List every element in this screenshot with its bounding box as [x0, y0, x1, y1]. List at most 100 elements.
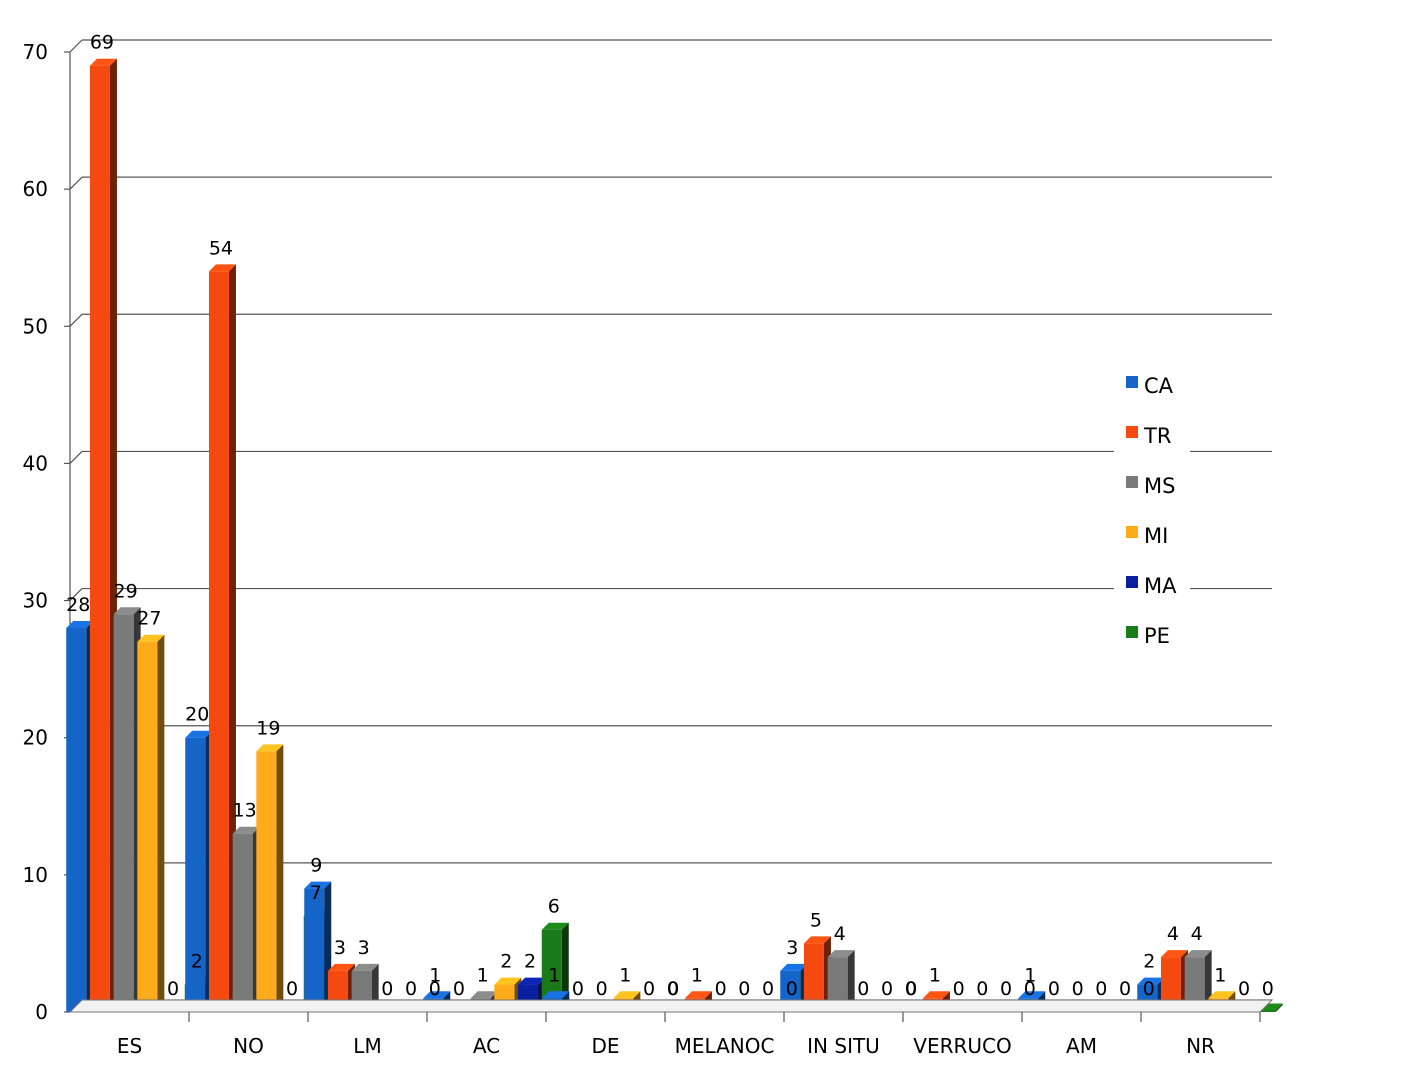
- bar-front: [208, 271, 229, 1012]
- data-label: 1: [1024, 964, 1036, 986]
- legend-swatch: [1126, 626, 1138, 638]
- data-label: 0: [453, 978, 465, 1000]
- y-tick-label: 30: [23, 589, 48, 613]
- data-label: 0: [596, 978, 608, 1000]
- bar-top: [803, 936, 831, 944]
- y-tick-label: 70: [23, 40, 48, 64]
- data-label: 0: [667, 978, 679, 1000]
- bar-top: [1184, 950, 1212, 958]
- data-label: 19: [256, 717, 280, 739]
- bar-side: [561, 922, 569, 1012]
- x-tick-label: NO: [233, 1034, 264, 1058]
- bar-front: [1160, 957, 1181, 1012]
- bar-side: [276, 744, 284, 1012]
- bar-side: [228, 264, 236, 1012]
- bar-front: [256, 751, 277, 1012]
- data-label: 0: [572, 978, 584, 1000]
- data-label: 2: [500, 951, 512, 973]
- grid-diagonal: [69, 176, 83, 190]
- bar-top: [66, 621, 94, 628]
- x-axis: ES NO LM AC DE MELANOC IN SITU VERRUCO AM NR: [68, 999, 1274, 1058]
- bar-top: [922, 991, 950, 999]
- legend-item-ma: MA: [1126, 574, 1177, 598]
- legend-swatch: [1126, 426, 1138, 438]
- bar-side: [1204, 950, 1212, 1012]
- grid-diagonal: [69, 39, 83, 53]
- bar-top: [541, 922, 569, 930]
- data-label: 9: [310, 855, 322, 877]
- bar-top: [542, 991, 570, 999]
- legend-item-tr: TR: [1126, 424, 1171, 448]
- data-label: 54: [209, 237, 233, 259]
- y-tick-label: 50: [23, 314, 48, 338]
- bar-ms-nr: [1184, 950, 1212, 1012]
- x-tick-label: NR: [1186, 1034, 1215, 1058]
- bar-top: [232, 826, 260, 834]
- data-label: 0: [167, 978, 179, 1000]
- data-label: 0: [857, 978, 869, 1000]
- data-label: 1: [1214, 964, 1226, 986]
- data-label: 20: [185, 704, 209, 726]
- bar-front: [803, 943, 824, 1012]
- data-label: 1: [477, 964, 489, 986]
- bar-front: [827, 957, 848, 1012]
- legend-label: MA: [1144, 574, 1177, 598]
- legend-swatch: [1126, 526, 1138, 538]
- data-label: 28: [66, 594, 90, 616]
- data-label: 0: [381, 978, 393, 1000]
- y-axis: 0 10 20 30 40 50 60 70: [23, 40, 71, 1024]
- bar-front: [1255, 1010, 1276, 1012]
- data-label: 0: [1119, 978, 1131, 1000]
- data-label: 0: [738, 978, 750, 1000]
- data-label: 0: [1143, 978, 1155, 1000]
- legend: CA TR MS MI MA PE: [1114, 356, 1190, 666]
- bar-top: [1208, 991, 1236, 999]
- x-tick-label: AM: [1066, 1034, 1097, 1058]
- bar-side: [157, 634, 165, 1012]
- x-tick-label: ES: [117, 1034, 142, 1058]
- data-label: 1: [691, 964, 703, 986]
- data-label: 0: [1095, 978, 1107, 1000]
- data-label: 6: [548, 896, 560, 918]
- legend-item-ms: MS: [1126, 474, 1175, 498]
- bar-top: [827, 950, 855, 958]
- bars: [66, 58, 1283, 1012]
- data-label: 2: [191, 951, 203, 973]
- data-label: 4: [1167, 923, 1179, 945]
- x-tick-label: LM: [353, 1034, 381, 1058]
- bar-top: [89, 58, 117, 66]
- legend-background: [1114, 356, 1190, 666]
- data-label: 0: [905, 978, 917, 1000]
- bar-top: [137, 634, 165, 642]
- data-label: 0: [1072, 978, 1084, 1000]
- bar-top: [780, 963, 808, 971]
- bar-tr-es: [89, 58, 117, 1012]
- chart-floor: [68, 999, 1274, 1013]
- legend-swatch: [1126, 576, 1138, 588]
- data-label: 0: [286, 978, 298, 1000]
- data-label: 13: [233, 800, 257, 822]
- bar-top: [208, 264, 236, 272]
- data-label: 1: [429, 964, 441, 986]
- data-label: 0: [1048, 978, 1060, 1000]
- bar-top: [1160, 950, 1188, 958]
- data-label: 2: [1143, 951, 1155, 973]
- legend-label: PE: [1144, 624, 1170, 648]
- data-label: 0: [1238, 978, 1250, 1000]
- bar-top: [494, 977, 522, 985]
- legend-item-pe: PE: [1126, 624, 1170, 648]
- x-tick-label: DE: [591, 1034, 619, 1058]
- bar-front: [137, 641, 158, 1012]
- data-label: 7: [310, 882, 322, 904]
- y-tick-label: 10: [23, 863, 48, 887]
- bar-side: [1275, 1003, 1283, 1012]
- data-label: 1: [929, 964, 941, 986]
- x-tick-label: VERRUCO: [913, 1034, 1011, 1058]
- y-tick-label: 0: [35, 1000, 48, 1024]
- data-label: 29: [114, 580, 138, 602]
- bar-top: [327, 963, 355, 971]
- data-label: 0: [643, 978, 655, 1000]
- bar-top: [113, 607, 141, 615]
- bar-tr-no: [208, 264, 236, 1012]
- bar-top: [256, 744, 284, 752]
